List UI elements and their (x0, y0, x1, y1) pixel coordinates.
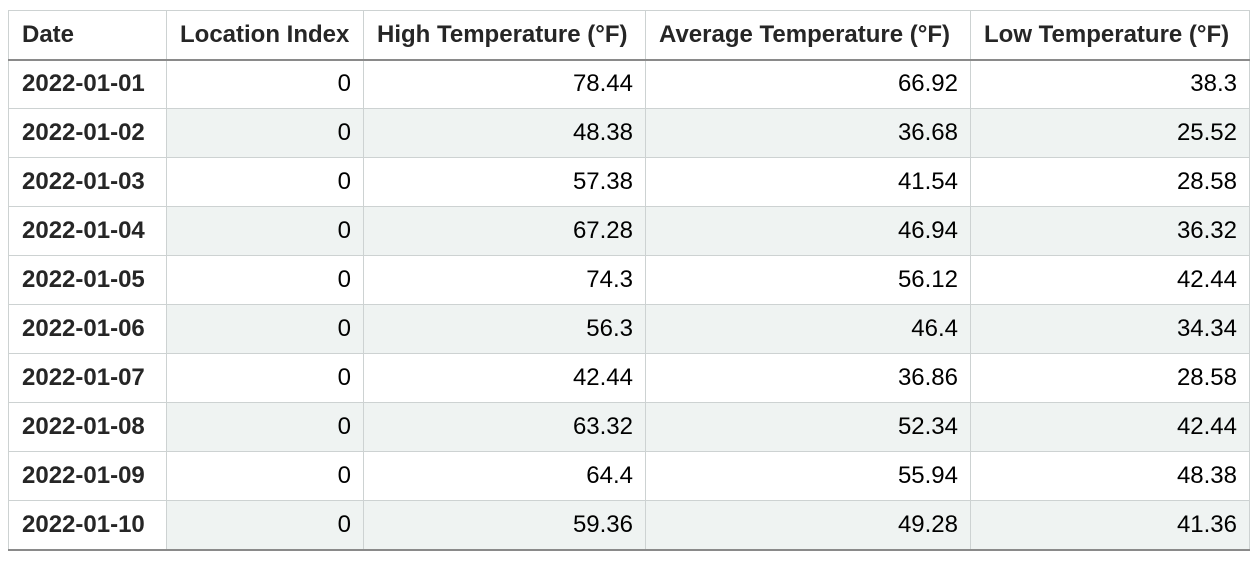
table-row: 2022-01-01 0 78.44 66.92 38.3 (8, 59, 1250, 109)
value-cell: 74.3 (363, 255, 646, 305)
value-cell: 64.4 (363, 451, 646, 501)
value-cell: 0 (166, 108, 364, 158)
table-row: 2022-01-10 0 59.36 49.28 41.36 (8, 500, 1250, 550)
column-header-1: Location Index (166, 10, 364, 61)
date-cell: 2022-01-03 (8, 157, 167, 207)
value-cell: 0 (166, 402, 364, 452)
table-row: 2022-01-06 0 56.3 46.4 34.34 (8, 304, 1250, 354)
date-cell: 2022-01-10 (8, 500, 167, 550)
value-cell: 36.68 (645, 108, 971, 158)
table-row: 2022-01-05 0 74.3 56.12 42.44 (8, 255, 1250, 305)
value-cell: 56.3 (363, 304, 646, 354)
table-row: 2022-01-07 0 42.44 36.86 28.58 (8, 353, 1250, 403)
column-header-2: High Temperature (°F) (363, 10, 646, 61)
value-cell: 25.52 (970, 108, 1250, 158)
value-cell: 0 (166, 255, 364, 305)
value-cell: 41.36 (970, 500, 1250, 550)
value-cell: 48.38 (363, 108, 646, 158)
value-cell: 78.44 (363, 59, 646, 109)
value-cell: 0 (166, 353, 364, 403)
date-cell: 2022-01-04 (8, 206, 167, 256)
date-cell: 2022-01-07 (8, 353, 167, 403)
value-cell: 57.38 (363, 157, 646, 207)
table-row: 2022-01-04 0 67.28 46.94 36.32 (8, 206, 1250, 256)
table-row: 2022-01-02 0 48.38 36.68 25.52 (8, 108, 1250, 158)
value-cell: 63.32 (363, 402, 646, 452)
value-cell: 59.36 (363, 500, 646, 550)
table-row: 2022-01-03 0 57.38 41.54 28.58 (8, 157, 1250, 207)
value-cell: 0 (166, 451, 364, 501)
value-cell: 42.44 (970, 402, 1250, 452)
value-cell: 0 (166, 304, 364, 354)
value-cell: 38.3 (970, 59, 1250, 109)
value-cell: 36.86 (645, 353, 971, 403)
value-cell: 42.44 (363, 353, 646, 403)
column-header-4: Low Temperature (°F) (970, 10, 1250, 61)
column-header-0: Date (8, 10, 167, 61)
value-cell: 66.92 (645, 59, 971, 109)
value-cell: 0 (166, 500, 364, 550)
table-row: 2022-01-09 0 64.4 55.94 48.38 (8, 451, 1250, 501)
value-cell: 34.34 (970, 304, 1250, 354)
value-cell: 52.34 (645, 402, 971, 452)
header-row: Date Location Index High Temperature (°F) A… (8, 10, 1250, 61)
date-cell: 2022-01-08 (8, 402, 167, 452)
table-row: 2022-01-08 0 63.32 52.34 42.44 (8, 402, 1250, 452)
temperature-table: Date Location Index High Temperature (°F) A… (8, 10, 1250, 551)
date-cell: 2022-01-09 (8, 451, 167, 501)
date-cell: 2022-01-05 (8, 255, 167, 305)
value-cell: 0 (166, 206, 364, 256)
date-cell: 2022-01-02 (8, 108, 167, 158)
value-cell: 46.4 (645, 304, 971, 354)
value-cell: 28.58 (970, 157, 1250, 207)
date-cell: 2022-01-06 (8, 304, 167, 354)
column-header-3: Average Temperature (°F) (645, 10, 971, 61)
value-cell: 67.28 (363, 206, 646, 256)
value-cell: 42.44 (970, 255, 1250, 305)
value-cell: 36.32 (970, 206, 1250, 256)
value-cell: 46.94 (645, 206, 971, 256)
value-cell: 0 (166, 157, 364, 207)
value-cell: 48.38 (970, 451, 1250, 501)
value-cell: 49.28 (645, 500, 971, 550)
value-cell: 0 (166, 59, 364, 109)
value-cell: 41.54 (645, 157, 971, 207)
value-cell: 56.12 (645, 255, 971, 305)
value-cell: 28.58 (970, 353, 1250, 403)
value-cell: 55.94 (645, 451, 971, 501)
date-cell: 2022-01-01 (8, 59, 167, 109)
